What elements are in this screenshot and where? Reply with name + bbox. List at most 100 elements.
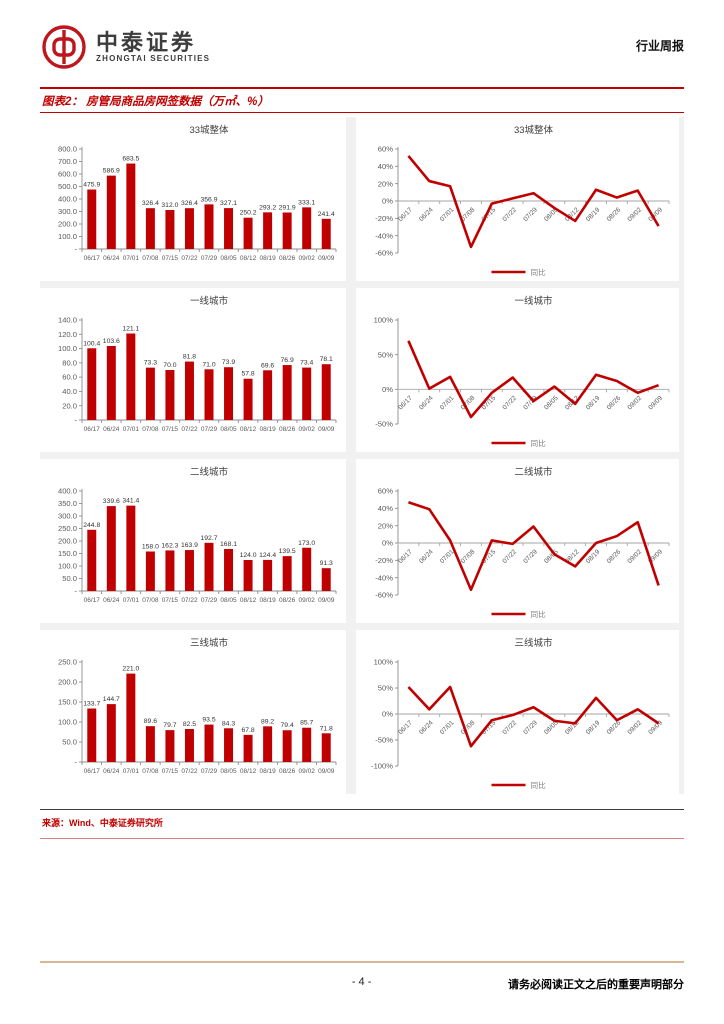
svg-text:二线城市: 二线城市 xyxy=(190,466,229,478)
svg-text:60%: 60% xyxy=(378,145,393,154)
page-footer: - 4 - 请务必阅读正文之后的重要声明部分 xyxy=(40,961,684,991)
svg-text:07/29: 07/29 xyxy=(201,426,218,433)
svg-text:07/29: 07/29 xyxy=(522,719,539,736)
chart-tier1-yoy-line: 一线城市 -50% 0% 50% 100% 06/17 06/24 07/01 07/08 07/… xyxy=(356,288,679,452)
svg-text:91.3: 91.3 xyxy=(320,560,333,567)
svg-text:326.4: 326.4 xyxy=(181,200,198,207)
svg-text:350.0: 350.0 xyxy=(58,499,77,508)
svg-text:73.4: 73.4 xyxy=(300,360,313,367)
figure-title-band: 图表2： 房管局商品房网签数据（万㎡、%） xyxy=(40,87,684,113)
svg-text:06/17: 06/17 xyxy=(84,255,101,262)
svg-text:33城整体: 33城整体 xyxy=(189,124,229,136)
footer-disclaimer: 请务必阅读正文之后的重要声明部分 xyxy=(508,979,684,991)
svg-text:08/26: 08/26 xyxy=(279,597,296,604)
svg-text:162.3: 162.3 xyxy=(161,542,178,549)
svg-text:06/24: 06/24 xyxy=(418,719,435,736)
svg-text:08/05: 08/05 xyxy=(220,597,237,604)
svg-text:08/05: 08/05 xyxy=(220,255,237,262)
svg-text:120.0: 120.0 xyxy=(58,330,77,339)
svg-text:76.9: 76.9 xyxy=(281,357,294,364)
svg-text:89.2: 89.2 xyxy=(261,718,274,725)
svg-text:07/01: 07/01 xyxy=(123,768,140,775)
svg-text:333.1: 333.1 xyxy=(298,199,315,206)
svg-text:08/26: 08/26 xyxy=(606,395,623,412)
source-note: 来源：Wind、中泰证券研究所 xyxy=(42,818,163,828)
svg-text:同比: 同比 xyxy=(531,780,547,790)
svg-text:09/02: 09/02 xyxy=(299,255,316,262)
svg-text:08/19: 08/19 xyxy=(259,768,276,775)
svg-text:20.0: 20.0 xyxy=(62,401,77,410)
brand-name-cn: 中泰证券 xyxy=(96,29,197,55)
svg-text:-60%: -60% xyxy=(375,591,393,600)
svg-text:-40%: -40% xyxy=(375,231,393,240)
svg-text:82.5: 82.5 xyxy=(183,721,196,728)
svg-text:50.0: 50.0 xyxy=(62,738,77,747)
svg-text:293.2: 293.2 xyxy=(259,204,276,211)
svg-text:09/02: 09/02 xyxy=(627,719,644,736)
svg-text:124.4: 124.4 xyxy=(259,552,276,559)
chart-tier2-bar: 二线城市 - 50.0 100.0 150.0 200.0 250.0 300.0 350.0 4… xyxy=(40,459,346,623)
svg-text:69.6: 69.6 xyxy=(261,362,274,369)
svg-text:0%: 0% xyxy=(382,539,393,548)
svg-text:475.9: 475.9 xyxy=(83,182,100,189)
svg-text:08/12: 08/12 xyxy=(240,255,257,262)
svg-text:08/05: 08/05 xyxy=(220,426,237,433)
svg-text:07/01: 07/01 xyxy=(123,255,140,262)
svg-text:0%: 0% xyxy=(382,710,393,719)
svg-text:103.6: 103.6 xyxy=(103,338,120,345)
svg-text:50%: 50% xyxy=(378,684,393,693)
svg-text:144.7: 144.7 xyxy=(103,696,120,703)
svg-text:08/19: 08/19 xyxy=(585,395,602,412)
svg-text:06/17: 06/17 xyxy=(397,395,414,412)
svg-text:250.0: 250.0 xyxy=(58,658,77,667)
svg-text:133.7: 133.7 xyxy=(83,701,100,708)
svg-text:200.0: 200.0 xyxy=(58,220,77,229)
svg-text:168.1: 168.1 xyxy=(220,541,237,548)
svg-text:08/26: 08/26 xyxy=(279,255,296,262)
svg-text:100%: 100% xyxy=(374,316,394,325)
svg-text:339.6: 339.6 xyxy=(103,498,120,505)
svg-text:356.9: 356.9 xyxy=(200,196,217,203)
chart-33cities-bar: 33城整体 - 100.0 200.0 300.0 400.0 500.0 600.0 700.… xyxy=(40,117,346,281)
svg-text:124.0: 124.0 xyxy=(240,552,257,559)
svg-text:07/15: 07/15 xyxy=(162,426,179,433)
svg-text:57.8: 57.8 xyxy=(241,371,254,378)
svg-text:06/17: 06/17 xyxy=(397,548,414,565)
svg-text:291.9: 291.9 xyxy=(279,205,296,212)
svg-text:06/24: 06/24 xyxy=(418,206,435,223)
figure-title: 图表2： 房管局商品房网签数据（万㎡、%） xyxy=(42,96,269,108)
svg-text:09/09: 09/09 xyxy=(318,768,335,775)
svg-text:20%: 20% xyxy=(378,179,393,188)
svg-text:06/24: 06/24 xyxy=(103,597,120,604)
svg-text:341.4: 341.4 xyxy=(122,498,139,505)
page-header: 中泰证券 ZHONGTAI SECURITIES 行业周报 xyxy=(40,20,684,74)
svg-text:06/17: 06/17 xyxy=(397,206,414,223)
svg-text:08/26: 08/26 xyxy=(606,719,623,736)
svg-text:600.0: 600.0 xyxy=(58,170,77,179)
figure-end-rule xyxy=(40,838,684,839)
svg-text:121.1: 121.1 xyxy=(122,326,139,333)
brand-text: 中泰证券 ZHONGTAI SECURITIES xyxy=(96,31,210,63)
svg-text:800.0: 800.0 xyxy=(58,145,77,154)
svg-text:158.0: 158.0 xyxy=(142,544,159,551)
svg-text:73.9: 73.9 xyxy=(222,359,235,366)
svg-text:-20%: -20% xyxy=(375,214,393,223)
chart-tier3-bar: 三线城市 - 50.0 100.0 150.0 200.0 250.0 133.7 06/17 1… xyxy=(40,630,346,794)
svg-text:06/24: 06/24 xyxy=(103,768,120,775)
svg-text:173.0: 173.0 xyxy=(298,540,315,547)
svg-text:08/19: 08/19 xyxy=(585,206,602,223)
svg-text:08/26: 08/26 xyxy=(279,768,296,775)
svg-text:327.1: 327.1 xyxy=(220,200,237,207)
svg-text:100.4: 100.4 xyxy=(83,340,100,347)
chart-tier2-yoy-line: 二线城市 -60% -40% -20% 0% 20% 40% 60% 06/17 06/24 07/… xyxy=(356,459,679,623)
svg-text:100.0: 100.0 xyxy=(58,718,77,727)
svg-text:73.3: 73.3 xyxy=(144,360,157,367)
svg-text:221.0: 221.0 xyxy=(122,666,139,673)
svg-text:312.0: 312.0 xyxy=(161,202,178,209)
svg-text:200.0: 200.0 xyxy=(58,537,77,546)
svg-text:08/12: 08/12 xyxy=(240,768,257,775)
svg-text:244.8: 244.8 xyxy=(83,522,100,529)
svg-text:06/24: 06/24 xyxy=(418,395,435,412)
svg-text:07/22: 07/22 xyxy=(501,719,518,736)
